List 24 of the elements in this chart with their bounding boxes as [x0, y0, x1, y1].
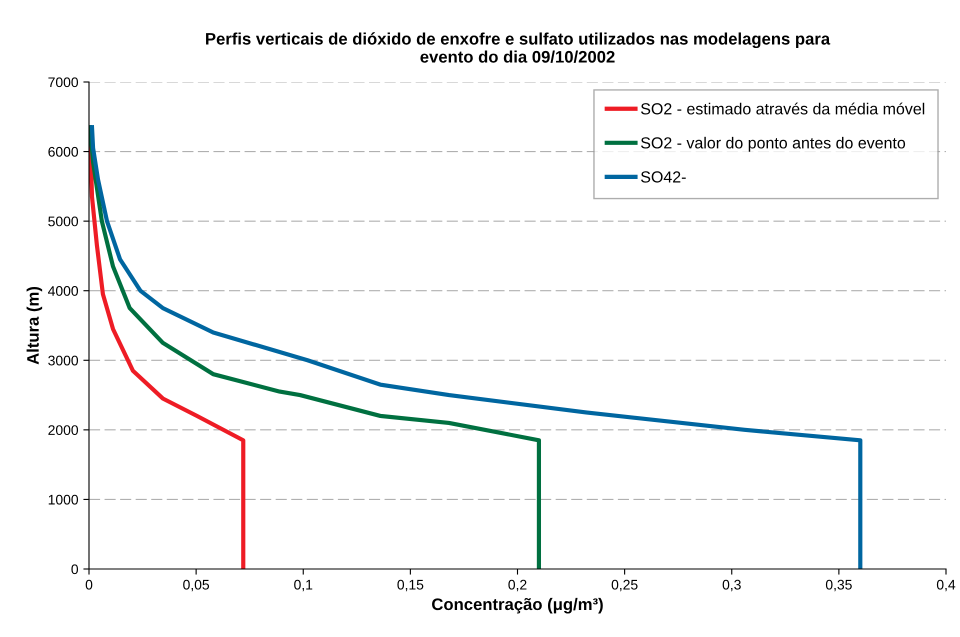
y-tick-label: 5000: [48, 216, 78, 226]
x-tick-label: 0,25: [612, 580, 638, 592]
legend-label: SO2 - valor do ponto antes do evento: [641, 136, 906, 152]
x-tick-label: 0,05: [183, 580, 210, 592]
x-axis-title: Concentração (μg/m³): [432, 598, 603, 614]
y-tick-label: 2000: [48, 425, 78, 436]
legend-label: SO42-: [641, 171, 686, 183]
chart-title: Perfis verticais de dióxido de enxofre e sulfato utilizados nas modelagens para evento do dia 09/10/2002: [206, 32, 830, 63]
line-series: [89, 125, 542, 569]
x-tick-label: 0,1: [294, 580, 312, 592]
x-tick-label: 0,2: [508, 580, 526, 592]
y-tick-label: 3000: [48, 356, 78, 366]
x-tick-label: 0,4: [936, 580, 956, 592]
legend-label: SO2 - estimado através da média móvel: [641, 102, 924, 114]
y-tick-label: 0: [71, 564, 78, 574]
y-axis-title: Altura (m): [26, 286, 42, 364]
x-tick-label: 0,3: [722, 580, 741, 592]
y-tick-label: 4000: [48, 286, 78, 296]
y-tick-label: 7000: [48, 77, 78, 88]
x-tick-label: 0,35: [826, 580, 852, 592]
y-tick-label: 1000: [48, 494, 78, 505]
y-tick-label: 6000: [48, 146, 78, 157]
x-tick-label: 0: [86, 580, 92, 590]
x-tick-label: 0,15: [397, 580, 424, 592]
